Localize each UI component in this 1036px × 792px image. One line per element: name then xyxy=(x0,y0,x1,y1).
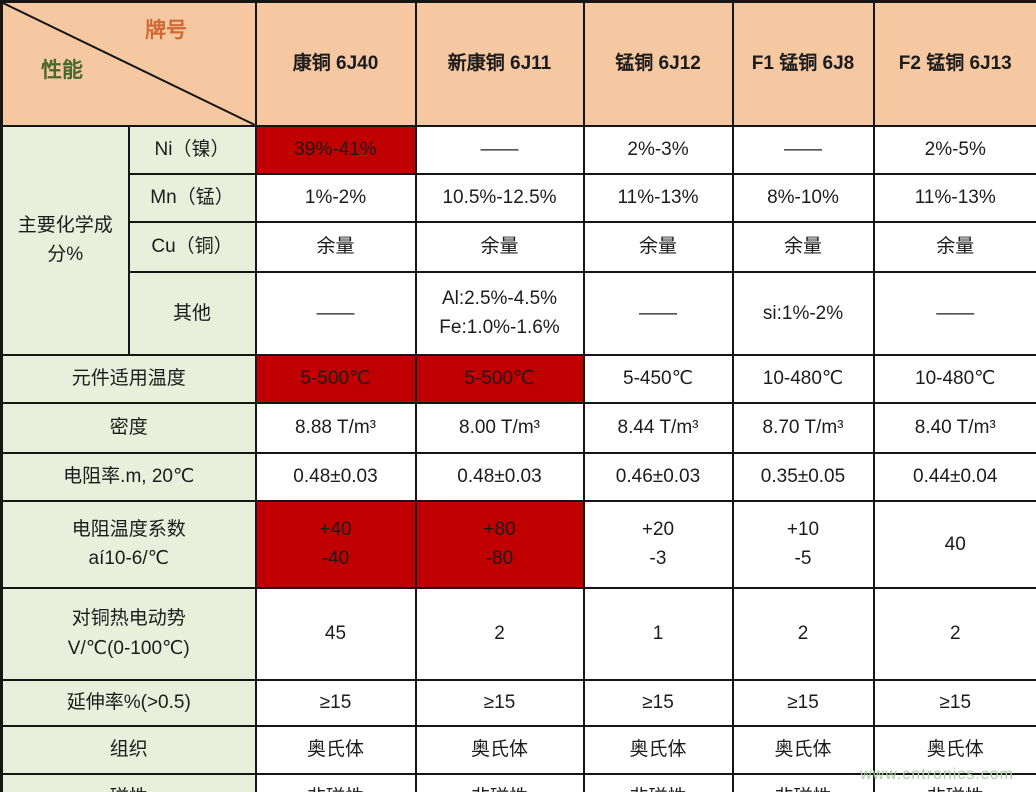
row-other: 其他 —— Al:2.5%-4.5% Fe:1.0%-1.6% —— si:1%… xyxy=(2,270,1036,356)
value-cell: 5-500℃ xyxy=(254,353,417,404)
value-cell: 1 xyxy=(582,586,734,681)
value-cell: Al:2.5%-4.5% Fe:1.0%-1.6% xyxy=(414,270,585,356)
value-cell: 余量 xyxy=(254,220,417,273)
value-cell: 11%-13% xyxy=(582,172,734,223)
value-cell: 0.48±0.03 xyxy=(254,451,417,502)
value-cell: 余量 xyxy=(414,220,585,273)
value-cell: 余量 xyxy=(872,220,1036,273)
value-cell: 奥氏体 xyxy=(414,724,585,775)
value-cell: 非磁性 xyxy=(731,772,875,792)
row-label-mn: Mn（锰） xyxy=(127,172,257,223)
value-cell: 1%-2% xyxy=(254,172,417,223)
corner-brand-label: 牌号 xyxy=(145,19,187,42)
value-cell: 45 xyxy=(254,586,417,681)
value-cell: 2 xyxy=(872,586,1036,681)
value-cell: 0.46±0.03 xyxy=(582,451,734,502)
value-cell: 奥氏体 xyxy=(582,724,734,775)
value-cell: ≥15 xyxy=(254,678,417,727)
row-label-tcr: 电阻温度系数 aí10-6/℃ xyxy=(0,499,257,589)
value-cell: +80 -80 xyxy=(414,499,585,589)
column-header-6j12: 锰铜 6J12 xyxy=(582,0,734,127)
row-label-resistivity: 电阻率.m, 20℃ xyxy=(0,451,257,502)
value-cell: 0.44±0.04 xyxy=(872,451,1036,502)
column-header-6j11: 新康铜 6J11 xyxy=(414,0,585,127)
row-group-label-composition: 主要化学成分% xyxy=(0,124,130,356)
value-cell: —— xyxy=(582,270,734,356)
value-cell: —— xyxy=(872,270,1036,356)
value-cell: 非磁性 xyxy=(872,772,1036,792)
value-cell: +10 -5 xyxy=(731,499,875,589)
value-cell: 8.88 T/m³ xyxy=(254,401,417,454)
value-cell: 0.48±0.03 xyxy=(414,451,585,502)
value-cell: 非磁性 xyxy=(582,772,734,792)
value-cell: 8%-10% xyxy=(731,172,875,223)
value-cell: ≥15 xyxy=(582,678,734,727)
value-cell: +40 -40 xyxy=(254,499,417,589)
value-cell: 8.00 T/m³ xyxy=(414,401,585,454)
row-cu: Cu（铜） 余量 余量 余量 余量 余量 xyxy=(2,220,1036,273)
value-cell: 余量 xyxy=(582,220,734,273)
value-cell: 10-480℃ xyxy=(731,353,875,404)
row-emf: 对铜热电动势 V/℃(0-100℃) 45 2 1 2 2 xyxy=(0,586,1036,681)
value-cell: 奥氏体 xyxy=(254,724,417,775)
column-header-6j40: 康铜 6J40 xyxy=(254,0,417,127)
value-cell: 11%-13% xyxy=(872,172,1036,223)
value-cell: si:1%-2% xyxy=(731,270,875,356)
row-temperature: 元件适用温度 5-500℃ 5-500℃ 5-450℃ 10-480℃ 10-4… xyxy=(0,353,1036,404)
row-label-structure: 组织 xyxy=(0,724,257,775)
row-label-cu: Cu（铜） xyxy=(127,220,257,273)
value-cell: —— xyxy=(731,124,875,175)
value-cell: ≥15 xyxy=(731,678,875,727)
row-density: 密度 8.88 T/m³ 8.00 T/m³ 8.44 T/m³ 8.70 T/… xyxy=(0,401,1036,454)
value-cell: ≥15 xyxy=(872,678,1036,727)
value-cell: 10.5%-12.5% xyxy=(414,172,585,223)
value-cell: 39%-41% xyxy=(254,124,417,175)
row-ni: 主要化学成分% Ni（镍） 39%-41% —— 2%-3% —— 2%-5% xyxy=(0,124,1036,356)
value-cell: 奥氏体 xyxy=(731,724,875,775)
row-label-other: 其他 xyxy=(127,270,257,356)
value-cell: 余量 xyxy=(731,220,875,273)
value-cell: 10-480℃ xyxy=(872,353,1036,404)
value-cell: 5-450℃ xyxy=(582,353,734,404)
value-cell: —— xyxy=(414,124,585,175)
value-cell: 2 xyxy=(414,586,585,681)
row-label-temperature: 元件适用温度 xyxy=(0,353,257,404)
row-magnetism: 磁性 非磁性 非磁性 非磁性 非磁性 非磁性 xyxy=(0,772,1036,792)
row-label-elongation: 延伸率%(>0.5) xyxy=(0,678,257,727)
corner-property-label: 性能 xyxy=(41,59,83,82)
diagonal-divider-line xyxy=(3,3,255,125)
row-label-emf: 对铜热电动势 V/℃(0-100℃) xyxy=(0,586,257,681)
row-label-magnetism: 磁性 xyxy=(0,772,257,792)
column-header-6j8: F1 锰铜 6J8 xyxy=(731,0,875,127)
row-mn: Mn（锰） 1%-2% 10.5%-12.5% 11%-13% 8%-10% 1… xyxy=(2,172,1036,223)
corner-header-cell: 牌号 性能 xyxy=(0,0,257,127)
value-cell: 2 xyxy=(731,586,875,681)
value-cell: 非磁性 xyxy=(254,772,417,792)
value-cell: 奥氏体 xyxy=(872,724,1036,775)
row-label-ni: Ni（镍） xyxy=(127,124,257,175)
value-cell: 0.35±0.05 xyxy=(731,451,875,502)
value-cell: ≥15 xyxy=(414,678,585,727)
value-cell: 非磁性 xyxy=(414,772,585,792)
header-row: 牌号 性能 康铜 6J40 新康铜 6J11 锰铜 6J12 F1 锰铜 6J8… xyxy=(0,0,1036,127)
value-cell: 2%-3% xyxy=(582,124,734,175)
value-cell: 2%-5% xyxy=(872,124,1036,175)
value-cell: —— xyxy=(254,270,417,356)
row-tcr: 电阻温度系数 aí10-6/℃ +40 -40 +80 -80 +20 -3 +… xyxy=(0,499,1036,589)
row-resistivity: 电阻率.m, 20℃ 0.48±0.03 0.48±0.03 0.46±0.03… xyxy=(0,451,1036,502)
value-cell: +20 -3 xyxy=(582,499,734,589)
column-header-6j13: F2 锰铜 6J13 xyxy=(872,0,1036,127)
value-cell: 40 xyxy=(872,499,1036,589)
value-cell: 8.44 T/m³ xyxy=(582,401,734,454)
value-cell: 8.70 T/m³ xyxy=(731,401,875,454)
row-label-density: 密度 xyxy=(0,401,257,454)
row-elongation: 延伸率%(>0.5) ≥15 ≥15 ≥15 ≥15 ≥15 xyxy=(0,678,1036,727)
row-structure: 组织 奥氏体 奥氏体 奥氏体 奥氏体 奥氏体 xyxy=(0,724,1036,775)
value-cell: 8.40 T/m³ xyxy=(872,401,1036,454)
value-cell: 5-500℃ xyxy=(414,353,585,404)
